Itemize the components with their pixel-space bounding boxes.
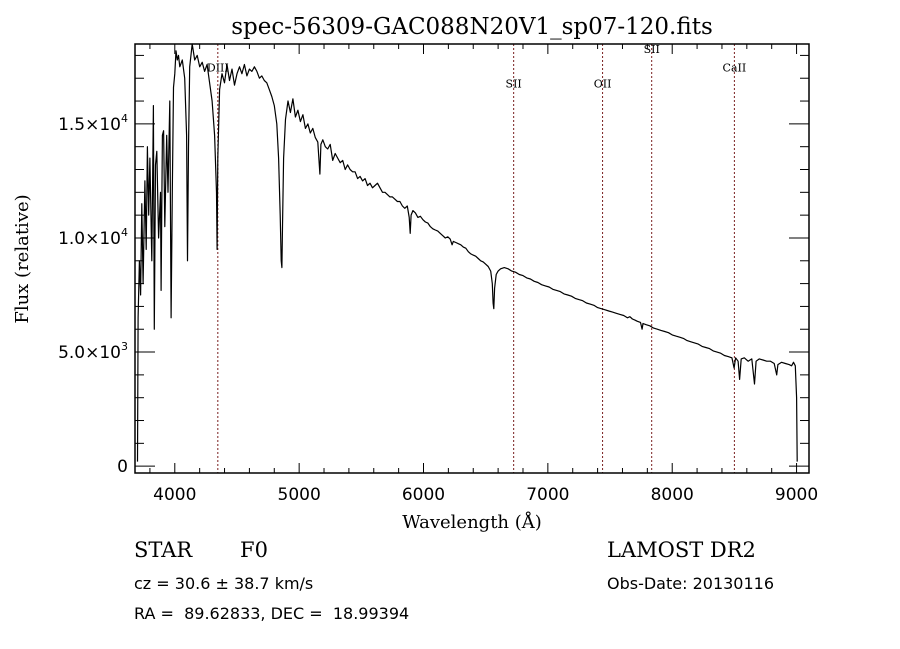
y-axis-label: Flux (relative) [12,194,33,323]
annotation-label: SII [506,77,522,90]
annotation-label: OII [594,77,612,90]
object-class: STAR [134,538,193,562]
annotation-label: SII [644,43,660,56]
annotation-label: DIII [207,61,229,74]
y-tick-label: 1.5×104 [58,112,128,135]
flux-series [136,43,798,462]
x-tick-label: 4000 [153,485,196,505]
y-tick-label: 1.0×104 [58,226,128,249]
x-tick-label: 9000 [775,485,818,505]
plot-frame [134,43,810,474]
object-subclass: F0 [240,538,268,562]
observation-date: Obs-Date: 20130116 [607,574,775,593]
x-tick-label: 8000 [651,485,694,505]
coordinates-info: RA = 89.62833, DEC = 18.99394 [134,604,410,623]
x-axis-ticks: 4000 5000 6000 7000 8000 9000 [149,44,818,505]
x-tick-label: 5000 [278,485,321,505]
x-tick-label: 7000 [526,485,569,505]
series-line-flux [136,43,798,462]
redshift-info: cz = 30.6 ± 38.7 km/s [134,574,314,593]
y-axis-ticks: 0 5.0×103 1.0×104 1.5×104 [58,54,809,477]
survey-name: LAMOST DR2 [607,538,756,562]
y-tick-label: 5.0×103 [58,340,128,363]
x-tick-label: 6000 [402,485,445,505]
spectral-line-annotations: DIII SII OII SII CaII [207,43,746,473]
x-axis-label: Wavelength (Å) [402,511,542,533]
y-tick-label: 0 [117,457,128,477]
annotation-label: CaII [723,61,747,74]
chart-title: spec-56309-GAC088N20V1_sp07-120.fits [231,14,713,40]
